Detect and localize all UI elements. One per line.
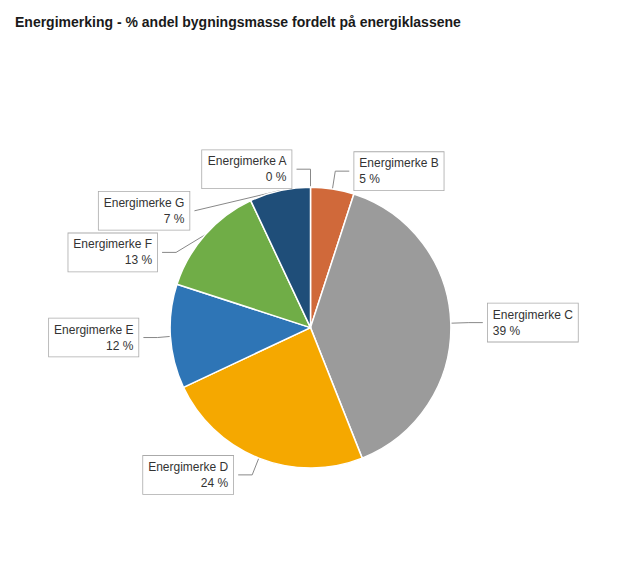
svg-text:12 %: 12 % <box>106 339 134 353</box>
svg-text:5 %: 5 % <box>359 172 380 186</box>
svg-text:13 %: 13 % <box>125 253 153 267</box>
svg-text:Energimerke E: Energimerke E <box>54 323 133 337</box>
svg-text:Energimerke A: Energimerke A <box>208 154 287 168</box>
svg-text:Energimerke F: Energimerke F <box>73 237 152 251</box>
svg-text:24 %: 24 % <box>201 476 229 490</box>
svg-text:Energimerking - % andel bygnin: Energimerking - % andel bygningsmasse fo… <box>15 14 461 30</box>
svg-text:0 %: 0 % <box>266 170 287 184</box>
svg-text:Energimerke D: Energimerke D <box>148 460 228 474</box>
svg-text:Energimerke B: Energimerke B <box>359 156 438 170</box>
svg-text:7 %: 7 % <box>164 212 185 226</box>
svg-text:Energimerke G: Energimerke G <box>104 196 185 210</box>
svg-text:39 %: 39 % <box>493 324 521 338</box>
svg-text:Energimerke C: Energimerke C <box>493 308 573 322</box>
